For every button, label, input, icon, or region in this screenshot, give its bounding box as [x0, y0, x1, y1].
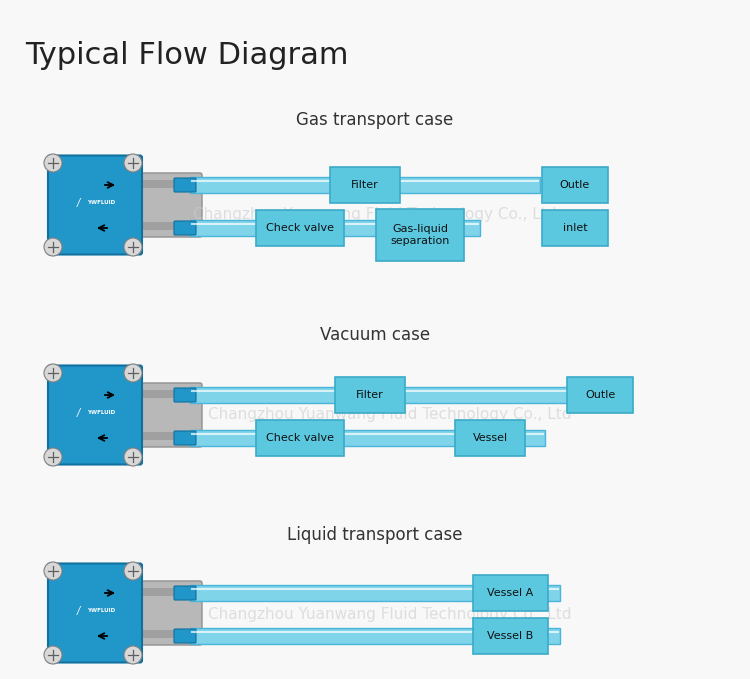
Bar [190, 628, 560, 644]
Bar [542, 167, 608, 203]
Bar [472, 618, 548, 654]
Text: /: / [77, 606, 80, 616]
Text: Vessel B: Vessel B [487, 631, 533, 641]
Text: Changzhou Yuanwang Fluid Technology Co., Ltd: Changzhou Yuanwang Fluid Technology Co.,… [209, 608, 572, 623]
Bar [330, 167, 400, 203]
Bar [335, 377, 405, 413]
Circle shape [124, 448, 142, 466]
Bar [256, 420, 344, 456]
Text: YWFLUID: YWFLUID [87, 411, 116, 416]
Circle shape [124, 364, 142, 382]
Bar [190, 387, 600, 403]
Bar [135, 630, 200, 638]
Bar [190, 220, 480, 236]
Text: Vessel A: Vessel A [487, 588, 533, 598]
Circle shape [44, 646, 62, 664]
FancyBboxPatch shape [133, 581, 202, 645]
Bar [455, 420, 525, 456]
FancyBboxPatch shape [174, 586, 196, 600]
Bar [135, 180, 200, 188]
Circle shape [44, 562, 62, 580]
FancyBboxPatch shape [48, 365, 142, 464]
Text: /: / [77, 408, 80, 418]
FancyBboxPatch shape [174, 629, 196, 643]
Text: Filter: Filter [356, 390, 384, 400]
Bar [256, 210, 344, 246]
Text: Gas transport case: Gas transport case [296, 111, 454, 129]
Bar [190, 177, 540, 193]
Text: Check valve: Check valve [266, 223, 334, 233]
FancyBboxPatch shape [133, 383, 202, 447]
Bar [190, 430, 545, 446]
FancyBboxPatch shape [48, 564, 142, 663]
Text: Changzhou Yuanwang Fluid Technology Co., Ltd: Changzhou Yuanwang Fluid Technology Co.,… [194, 208, 556, 223]
Circle shape [124, 238, 142, 256]
Circle shape [124, 562, 142, 580]
Text: Outle: Outle [585, 390, 615, 400]
Text: Liquid transport case: Liquid transport case [287, 526, 463, 544]
Text: Vacuum case: Vacuum case [320, 326, 430, 344]
Circle shape [44, 238, 62, 256]
Bar [135, 432, 200, 440]
FancyBboxPatch shape [133, 173, 202, 237]
Text: Outle: Outle [560, 180, 590, 190]
FancyBboxPatch shape [174, 431, 196, 445]
Bar [567, 377, 633, 413]
Text: /: / [77, 198, 80, 208]
Text: Changzhou Yuanwang Fluid Technology Co., Ltd: Changzhou Yuanwang Fluid Technology Co.,… [209, 407, 572, 422]
Text: Gas-liquid
separation: Gas-liquid separation [390, 224, 450, 246]
FancyBboxPatch shape [174, 221, 196, 235]
Text: YWFLUID: YWFLUID [87, 200, 116, 206]
Circle shape [44, 154, 62, 172]
FancyBboxPatch shape [174, 178, 196, 192]
FancyBboxPatch shape [48, 155, 142, 255]
Circle shape [44, 364, 62, 382]
Text: Check valve: Check valve [266, 433, 334, 443]
Circle shape [124, 646, 142, 664]
Bar [542, 210, 608, 246]
Circle shape [124, 154, 142, 172]
Text: Filter: Filter [351, 180, 379, 190]
Text: Typical Flow Diagram: Typical Flow Diagram [25, 41, 349, 69]
Text: inlet: inlet [562, 223, 587, 233]
Text: YWFLUID: YWFLUID [87, 608, 116, 614]
Text: Vessel: Vessel [472, 433, 508, 443]
Bar [135, 390, 200, 398]
Bar [190, 585, 560, 601]
Circle shape [44, 448, 62, 466]
Bar [135, 222, 200, 230]
Bar [135, 588, 200, 596]
FancyBboxPatch shape [174, 388, 196, 402]
Bar [376, 209, 464, 261]
Bar [472, 575, 548, 611]
